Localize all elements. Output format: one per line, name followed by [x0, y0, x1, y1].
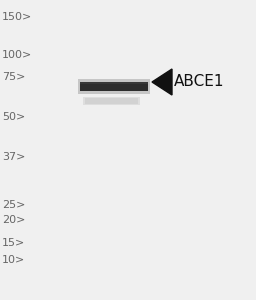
Text: 37>: 37>	[2, 152, 25, 162]
Text: 10>: 10>	[2, 255, 25, 265]
Text: 15>: 15>	[2, 238, 25, 248]
Text: 150>: 150>	[2, 12, 32, 22]
Text: ABCE1: ABCE1	[174, 74, 225, 89]
Bar	[80, 82, 148, 91]
Bar	[83, 97, 140, 105]
Bar	[78, 79, 150, 94]
Text: 50>: 50>	[2, 112, 25, 122]
Text: 20>: 20>	[2, 215, 25, 225]
Bar	[80, 82, 148, 84]
Bar	[85, 98, 138, 104]
Polygon shape	[152, 69, 172, 95]
Text: 75>: 75>	[2, 72, 25, 82]
Text: 25>: 25>	[2, 200, 25, 210]
Text: 100>: 100>	[2, 50, 32, 60]
